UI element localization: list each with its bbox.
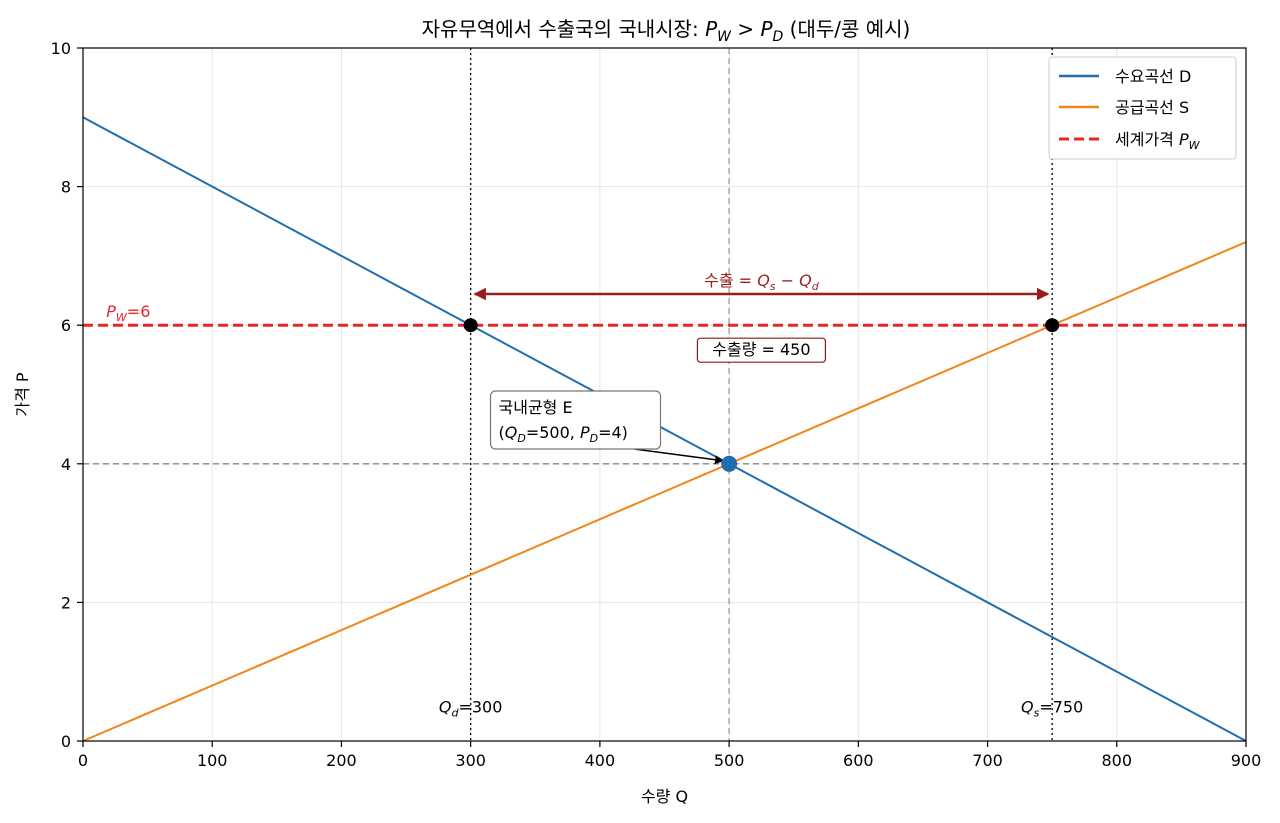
legend-label-supply: 공급곡선 S: [1115, 98, 1189, 117]
qs-label-text: =750: [1039, 697, 1083, 716]
export-box: [696, 337, 827, 363]
qd-label-sub: d: [451, 706, 459, 719]
legend-label-world-price: 세계가격 PW: [1115, 130, 1201, 152]
qd-label-text: =300: [458, 697, 502, 716]
equilibrium-label-line1: 국내균형 E: [499, 398, 573, 417]
qd-label-sym: Q: [439, 697, 452, 716]
equilibrium-arrow: [634, 448, 725, 465]
qs-label-sub: s: [1034, 706, 1040, 719]
title-pw: P: [705, 17, 718, 41]
y-tick-label-2: 2: [61, 593, 71, 612]
title-pd: P: [760, 17, 773, 41]
legend-wp-text: 세계가격: [1115, 130, 1179, 149]
y-axis-label: 가격 P: [13, 372, 32, 417]
point-demand-at-world-price: [463, 318, 478, 333]
legend-label-demand: 수요곡선 D: [1115, 67, 1191, 86]
title-gt: >: [731, 17, 760, 41]
eq-p-sub: D: [590, 432, 598, 445]
qs-label: Qs=750: [1021, 697, 1083, 719]
export-label: 수출 = Qs − Qd: [704, 271, 820, 293]
x-axis-label: 수량 Q: [641, 787, 688, 806]
chart-title: 자유무역에서 수출국의 국내시장: PW > PD (대두/콩 예시): [422, 17, 911, 45]
legend: 수요곡선 D 공급곡선 S 세계가격 PW: [1048, 56, 1237, 160]
x-tick-label-100: 100: [197, 751, 228, 770]
eq-p-sym: P: [580, 423, 590, 442]
export-label-qs: Q: [757, 271, 770, 290]
supply-curve: [82, 241, 1247, 742]
export-label-prefix: 수출 =: [704, 271, 757, 290]
reference-lines: [83, 48, 1246, 741]
qs-label-sym: Q: [1021, 697, 1034, 716]
eq-q-sub: D: [517, 432, 525, 445]
x-tick-label-900: 900: [1231, 751, 1262, 770]
qd-label: Qd=300: [439, 697, 503, 719]
title-prefix: 자유무역에서 수출국의 국내시장:: [422, 17, 705, 41]
demand-curve: [82, 116, 1247, 742]
plot-frame: [82, 47, 1247, 742]
export-label-qs-sub: s: [770, 280, 776, 293]
y-tick-label-6: 6: [61, 316, 71, 335]
eq-open: (: [499, 423, 505, 442]
eq-q-val: =500,: [526, 423, 580, 442]
export-box-text: 수출량 = 450: [712, 340, 810, 359]
y-tick-label-8: 8: [61, 178, 71, 197]
point-supply-at-world-price: [1045, 318, 1060, 333]
legend-wp-sym: P: [1179, 130, 1189, 149]
y-tick-label-4: 4: [61, 455, 71, 474]
eq-q-sym: Q: [505, 423, 518, 442]
export-label-qd-sub: d: [812, 280, 820, 293]
point-equilibrium: [721, 455, 738, 472]
legend-wp-sub: W: [1189, 139, 1201, 152]
x-tick-label-500: 500: [714, 751, 745, 770]
world-price-annotation: PW=6: [106, 302, 150, 324]
x-tick-label-200: 200: [326, 751, 357, 770]
pw-annot-sub: W: [116, 311, 128, 324]
x-tick-label-300: 300: [455, 751, 486, 770]
eq-p-val: =4): [598, 423, 628, 442]
legend-box: [1048, 56, 1237, 160]
x-tick-label-600: 600: [843, 751, 874, 770]
title-pw-sub: W: [717, 29, 732, 45]
x-tick-label-800: 800: [1102, 751, 1133, 770]
axis-ticks: 0 100 200 300 400 500 600 700 800 900 0 2 4 6 8 10: [51, 39, 1262, 770]
title-pd-sub: D: [773, 29, 784, 45]
equilibrium-label-line2: (QD=500, PD=4): [499, 423, 628, 445]
x-tick-label-700: 700: [972, 751, 1003, 770]
equilibrium-box: [489, 390, 662, 450]
export-label-minus: −: [776, 271, 800, 290]
x-tick-label-0: 0: [78, 751, 88, 770]
title-suffix: (대두/콩 예시): [783, 17, 910, 41]
y-tick-label-0: 0: [61, 732, 71, 751]
x-tick-label-400: 400: [585, 751, 616, 770]
pw-annot-text: =6: [127, 302, 151, 321]
y-tick-label-10: 10: [51, 39, 71, 58]
export-label-qd: Q: [799, 271, 812, 290]
pw-annot-sym: P: [106, 302, 116, 321]
